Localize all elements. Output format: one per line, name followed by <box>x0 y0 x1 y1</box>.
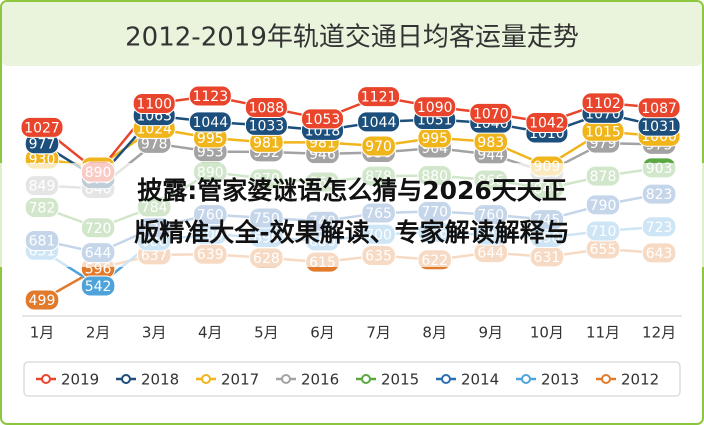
x-tick-label: 5月 <box>254 324 279 342</box>
value-label-box <box>188 111 232 133</box>
value-label: 1015 <box>585 124 621 140</box>
x-tick-label: 2月 <box>86 324 111 342</box>
value-label-box <box>637 97 681 119</box>
legend-label: 2016 <box>301 371 339 389</box>
legend-marker <box>41 374 51 384</box>
x-tick-label: 6月 <box>310 324 335 342</box>
value-label-box <box>244 96 288 118</box>
value-label-box <box>357 111 401 133</box>
value-label-box <box>301 108 344 130</box>
legend-label: 2014 <box>461 371 499 389</box>
x-tick-label: 4月 <box>198 324 223 342</box>
value-label: 1027 <box>24 120 60 136</box>
legend-label: 2019 <box>61 371 99 389</box>
value-label: 981 <box>253 135 280 151</box>
x-tick-label: 10月 <box>530 324 564 342</box>
value-label: 1102 <box>585 96 621 112</box>
title-bar <box>2 2 702 66</box>
x-tick-label: 8月 <box>422 324 447 342</box>
overlay-text: 版精准大全-效果解读、专家解读解释与 <box>133 218 569 247</box>
value-label: 953 <box>197 145 224 161</box>
value-label: 1090 <box>417 100 453 116</box>
value-label: 977 <box>29 137 56 153</box>
x-tick-label: 11月 <box>586 324 620 342</box>
value-label: 1070 <box>473 106 509 122</box>
legend-marker <box>201 374 211 384</box>
legend-label: 2015 <box>381 371 419 389</box>
value-label-box <box>80 275 116 297</box>
legend-label: 2018 <box>141 371 179 389</box>
legend-marker <box>281 374 291 384</box>
value-label: 1088 <box>249 100 285 116</box>
value-label: 1033 <box>249 118 285 134</box>
x-tick-label: 9月 <box>479 324 504 342</box>
legend-marker <box>441 374 451 384</box>
x-tick-label: 12月 <box>642 324 676 342</box>
overlay-band <box>0 163 704 267</box>
value-label: 1123 <box>192 89 228 105</box>
legend-items: 2019 2018 2017 2016 2015 2014 2013 2012 <box>36 371 659 389</box>
value-label: 970 <box>365 139 392 155</box>
value-label: 1044 <box>192 115 228 131</box>
chart-title: 2012-2019年轨道交通日均客运量走势 <box>125 23 579 53</box>
value-label-box <box>357 86 401 108</box>
value-label-box <box>525 111 569 133</box>
legend-label: 2017 <box>221 371 259 389</box>
value-label-box <box>20 116 64 138</box>
x-tick-label: 7月 <box>366 324 391 342</box>
value-label: 1100 <box>136 97 172 113</box>
value-label-box <box>188 85 232 107</box>
value-label: 995 <box>197 131 224 147</box>
value-label-box <box>361 135 396 157</box>
legend-marker <box>601 374 611 384</box>
value-label: 1042 <box>529 115 565 131</box>
overlay-text: 披露:管家婆谜语怎么猜与2026天天正 <box>137 176 567 205</box>
overlay: 披露:管家婆谜语怎么猜与2026天天正 版精准大全-效果解读、专家解读解释与 <box>0 163 704 267</box>
legend-marker <box>521 374 531 384</box>
value-label-box <box>413 96 457 118</box>
legend-label: 2012 <box>621 371 659 389</box>
value-label-box <box>132 93 176 115</box>
value-label: 1087 <box>641 101 677 117</box>
value-label: 1044 <box>361 115 397 131</box>
value-label: 983 <box>477 135 504 151</box>
x-tick-label: 1月 <box>30 324 55 342</box>
value-label: 542 <box>85 279 112 295</box>
legend-label: 2013 <box>541 371 579 389</box>
value-label-box <box>469 102 513 124</box>
value-label-box <box>581 92 625 114</box>
value-label: 995 <box>421 131 448 147</box>
value-label: 978 <box>141 136 168 152</box>
legend <box>23 361 681 397</box>
value-label: 1053 <box>305 112 341 128</box>
value-label: 499 <box>29 293 56 309</box>
value-label-box <box>24 289 60 311</box>
x-tick-label: 3月 <box>142 324 167 342</box>
legend-marker <box>121 374 131 384</box>
value-label: 1121 <box>361 90 397 106</box>
value-label: 1031 <box>641 119 677 135</box>
legend-marker <box>361 374 371 384</box>
